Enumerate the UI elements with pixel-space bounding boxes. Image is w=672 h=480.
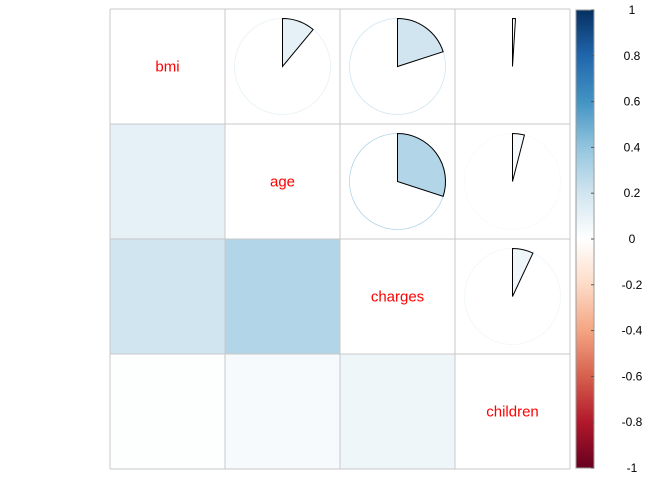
matrix-cells	[110, 19, 561, 470]
colorbar-tick-label: 0	[629, 232, 636, 246]
color-cell-age-bmi	[110, 124, 225, 239]
color-cell-children-charges	[340, 354, 455, 469]
colorbar-tick-label: 0.4	[624, 140, 641, 154]
variable-label-bmi: bmi	[155, 59, 179, 76]
pie-wedge-bmi-age	[283, 19, 314, 67]
colorbar: 1 0.8 0.6 0.4 0.2 0 -0.2 -0.4 -0.6 -0.8 -1	[576, 3, 643, 475]
pie-wedge-bmi-charges	[398, 19, 444, 67]
colorbar-tick-label: 0.6	[624, 95, 641, 109]
colorbar-tick-label: 1	[629, 3, 636, 17]
variable-label-age: age	[270, 174, 295, 191]
color-cell-charges-bmi	[110, 239, 225, 354]
pie-wedge-charges-children	[513, 249, 533, 297]
colorbar-tick-label: -0.2	[622, 278, 643, 292]
pie-wedge-bmi-children	[513, 19, 516, 67]
pie-wedge-age-children	[513, 134, 525, 182]
colorbar-tick-label: -1	[627, 461, 638, 475]
colorbar-tick-label: -0.8	[622, 415, 643, 429]
colorbar-tick-label: 0.2	[624, 186, 641, 200]
pie-wedge-age-charges	[398, 134, 446, 197]
variable-label-charges: charges	[371, 289, 424, 306]
colorbar-tick-label: -0.6	[622, 369, 643, 383]
variable-label-children: children	[486, 404, 539, 421]
color-cell-charges-age	[225, 239, 340, 354]
color-cell-children-age	[225, 354, 340, 469]
color-cell-children-bmi	[110, 354, 225, 469]
colorbar-tick-label: 0.8	[624, 49, 641, 63]
colorbar-tick-label: -0.4	[622, 324, 643, 338]
